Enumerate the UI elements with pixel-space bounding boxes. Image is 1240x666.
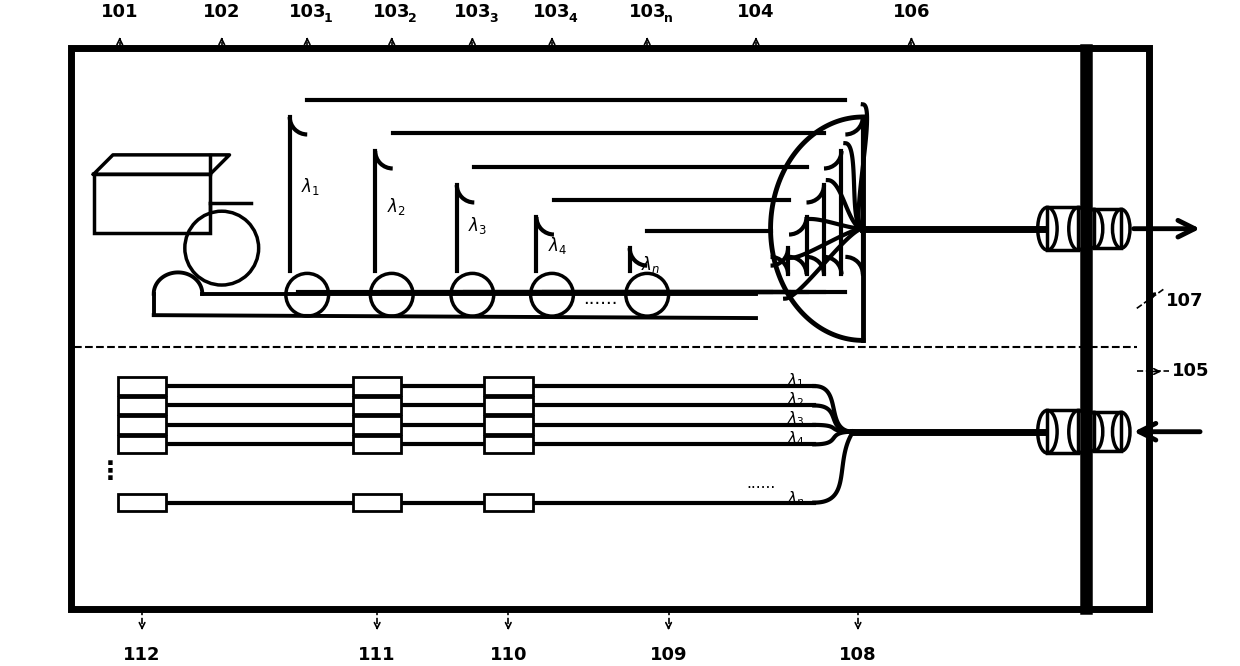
- Bar: [93, 174, 210, 232]
- Text: $\lambda_n$: $\lambda_n$: [641, 254, 661, 275]
- Text: $\lambda_n$: $\lambda_n$: [787, 490, 805, 508]
- Polygon shape: [93, 155, 229, 174]
- Text: 103: 103: [629, 3, 666, 21]
- Text: 103: 103: [373, 3, 410, 21]
- Bar: [71, 48, 1149, 609]
- Bar: [353, 436, 402, 453]
- Text: $\lambda_3$: $\lambda_3$: [787, 410, 805, 428]
- Text: 104: 104: [738, 3, 775, 21]
- Text: 101: 101: [100, 3, 139, 21]
- Bar: [1094, 209, 1121, 248]
- Text: 102: 102: [203, 3, 241, 21]
- Text: $\lambda_3$: $\lambda_3$: [469, 215, 487, 236]
- Text: 109: 109: [650, 647, 687, 665]
- Text: ......: ......: [583, 290, 618, 308]
- Bar: [118, 436, 166, 453]
- Bar: [353, 494, 402, 511]
- Bar: [353, 416, 402, 434]
- Text: $\lambda_2$: $\lambda_2$: [787, 390, 805, 409]
- Text: 103: 103: [454, 3, 491, 21]
- Text: $\lambda_2$: $\lambda_2$: [387, 196, 405, 217]
- Bar: [1048, 410, 1079, 453]
- Bar: [1094, 412, 1121, 451]
- Text: 1: 1: [324, 12, 332, 25]
- Text: 111: 111: [358, 647, 396, 665]
- Text: 3: 3: [489, 12, 497, 25]
- Bar: [118, 416, 166, 434]
- Bar: [118, 494, 166, 511]
- Bar: [118, 378, 166, 395]
- Text: 103: 103: [289, 3, 326, 21]
- Text: n: n: [663, 12, 672, 25]
- Text: $\lambda_4$: $\lambda_4$: [548, 234, 568, 256]
- Text: 108: 108: [839, 647, 877, 665]
- Text: 107: 107: [1166, 292, 1203, 310]
- Text: 106: 106: [893, 3, 930, 21]
- Bar: [1048, 207, 1079, 250]
- Bar: [484, 397, 532, 414]
- Bar: [484, 436, 532, 453]
- Bar: [484, 378, 532, 395]
- Text: 105: 105: [1172, 362, 1209, 380]
- Text: ......: ......: [746, 476, 775, 491]
- Bar: [353, 397, 402, 414]
- Bar: [353, 378, 402, 395]
- Text: $\lambda_4$: $\lambda_4$: [786, 429, 805, 448]
- Text: $\lambda_1$: $\lambda_1$: [301, 176, 320, 197]
- Bar: [118, 397, 166, 414]
- Text: 110: 110: [490, 647, 527, 665]
- Text: $\lambda_1$: $\lambda_1$: [787, 371, 805, 390]
- Text: 103: 103: [533, 3, 570, 21]
- Text: ⋮: ⋮: [98, 460, 123, 484]
- Text: 4: 4: [568, 12, 578, 25]
- Bar: [484, 416, 532, 434]
- Bar: [484, 494, 532, 511]
- Text: 112: 112: [123, 647, 161, 665]
- Text: 2: 2: [408, 12, 417, 25]
